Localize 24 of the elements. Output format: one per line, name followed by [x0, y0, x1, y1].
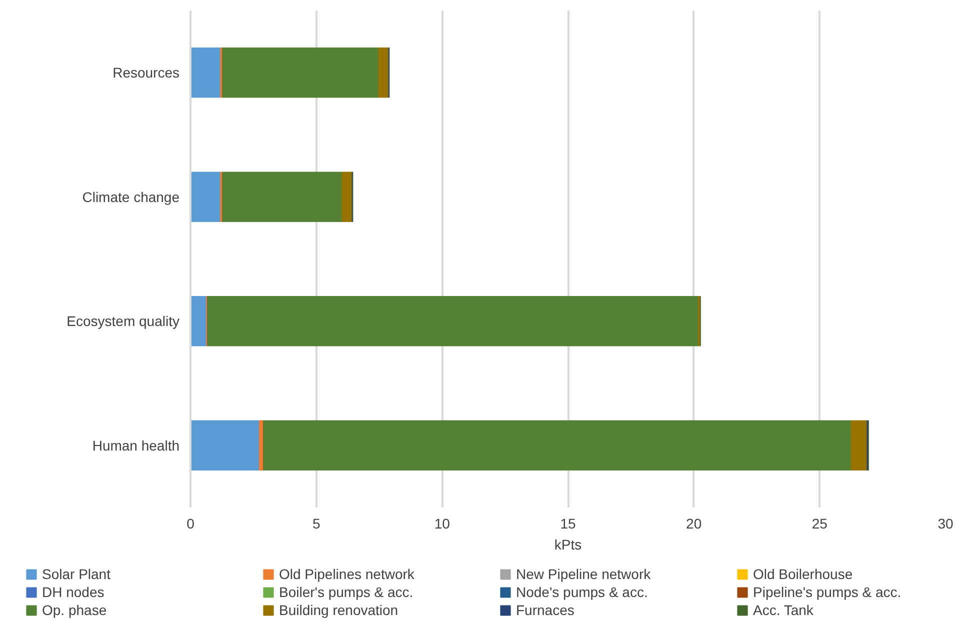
legend-label: Node's pumps & acc. [516, 583, 649, 601]
legend-label: Old Boilerhouse [753, 565, 854, 583]
y-tick-label: Climate change [82, 188, 180, 205]
legend-label: Building renovation [279, 601, 400, 619]
legend-label: New Pipeline network [516, 565, 652, 583]
y-tick-label: Ecosystem quality [66, 313, 180, 330]
legend-label: Acc. Tank [753, 601, 814, 619]
legend-label: Solar Plant [42, 565, 112, 583]
y-tick-label: Human health [92, 437, 180, 454]
x-tick-label: 25 [812, 516, 828, 532]
x-tick-label: 30 [938, 516, 954, 532]
x-tick-label: 10 [434, 516, 450, 532]
legend-label: Boiler's pumps & acc. [279, 583, 414, 601]
x-tick-label: 5 [312, 516, 320, 532]
legend-label: Op. phase [42, 601, 108, 619]
x-tick-label: 15 [560, 516, 576, 532]
x-tick-label: 20 [686, 516, 702, 532]
legend-label: Old Pipelines network [279, 565, 416, 583]
x-tick-label: 0 [186, 516, 195, 532]
legend-label: DH nodes [42, 583, 106, 601]
legend-label: Pipeline's pumps & acc. [753, 583, 902, 601]
x-axis-title: kPts [554, 536, 582, 552]
y-tick-label: Resources [112, 64, 180, 81]
legend-label: Furnaces [516, 601, 576, 619]
